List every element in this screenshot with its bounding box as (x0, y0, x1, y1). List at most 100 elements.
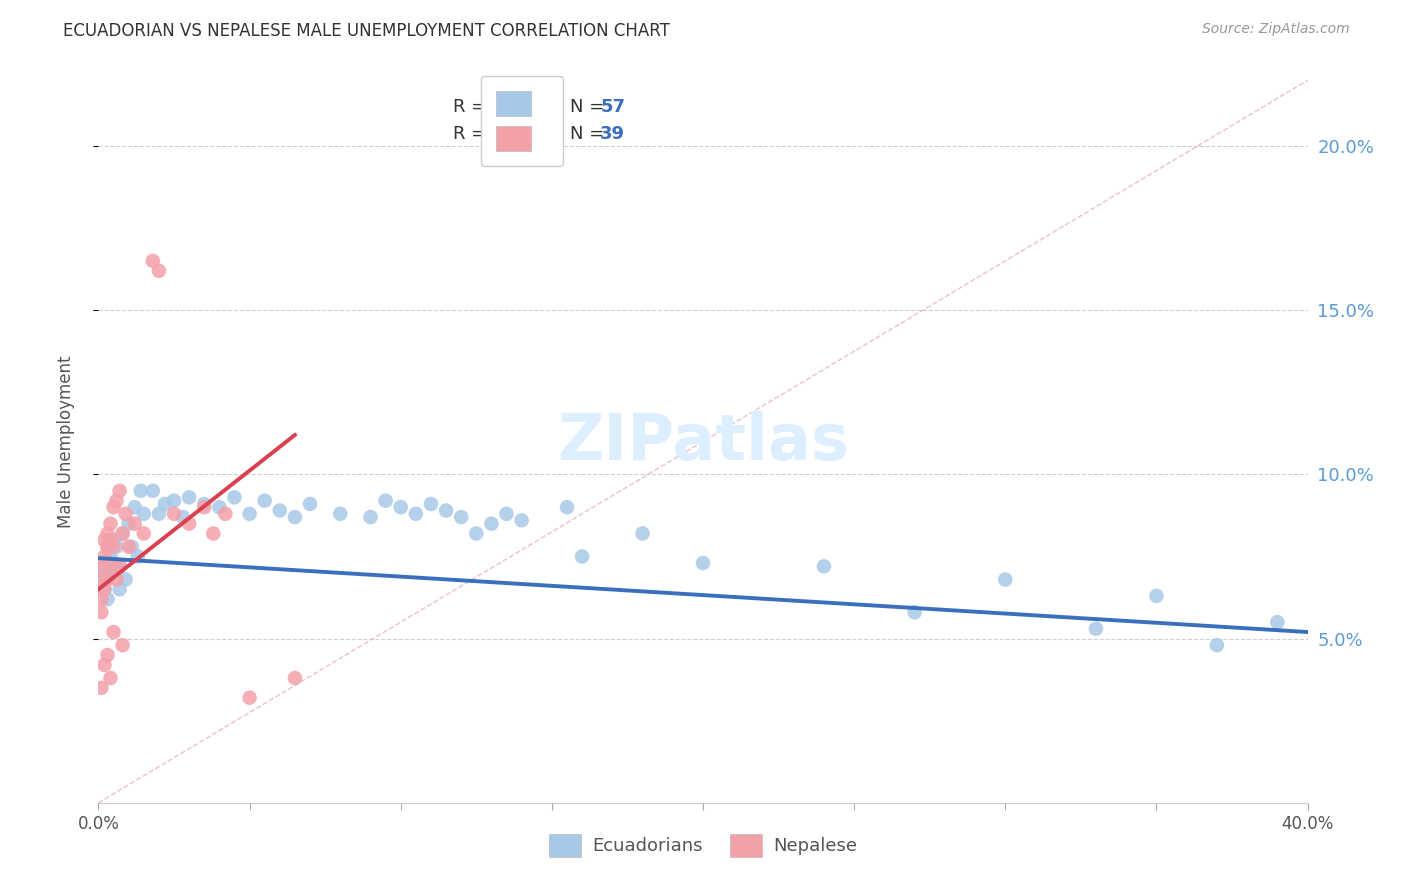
Point (121, 540, 143, 554)
Point (105, 573, 128, 587)
Legend: Ecuadorians, Nepalese: Ecuadorians, Nepalese (540, 825, 866, 866)
Point (132, 507, 155, 521)
Point (90, 573, 112, 587)
Point (90, 592, 112, 607)
Point (103, 533, 125, 547)
Point (450, 510, 472, 524)
Point (108, 483, 131, 498)
Point (142, 483, 165, 498)
Point (93, 533, 115, 547)
Point (93, 657, 115, 672)
Point (284, 671, 307, 685)
Point (555, 500, 578, 515)
Point (179, 491, 201, 505)
Point (481, 516, 503, 531)
Text: -0.228: -0.228 (494, 98, 558, 116)
Point (284, 510, 307, 524)
Point (108, 559, 131, 574)
Point (118, 516, 141, 531)
Point (1144, 589, 1167, 603)
Text: R =: R = (453, 126, 492, 144)
Point (100, 516, 122, 531)
Point (96, 540, 118, 554)
Point (631, 526, 654, 541)
Point (253, 493, 276, 508)
Text: R =: R = (453, 98, 492, 116)
Point (111, 526, 134, 541)
Point (100, 671, 122, 685)
Point (93, 549, 115, 564)
Point (114, 573, 136, 587)
Point (495, 507, 517, 521)
Point (510, 513, 533, 527)
Point (90, 681, 112, 695)
Point (163, 507, 186, 521)
Point (360, 510, 382, 524)
Point (269, 503, 291, 517)
Text: 39: 39 (600, 126, 626, 144)
Point (111, 638, 134, 652)
Text: Source: ZipAtlas.com: Source: ZipAtlas.com (1202, 22, 1350, 37)
Point (571, 549, 593, 564)
Point (100, 566, 122, 580)
Text: N =: N = (569, 98, 610, 116)
Text: 0.321: 0.321 (494, 126, 551, 144)
Point (114, 507, 136, 521)
Point (148, 507, 170, 521)
Point (1267, 615, 1289, 630)
Point (103, 625, 125, 640)
Point (93, 582, 115, 597)
Point (692, 556, 714, 570)
Point (108, 559, 131, 574)
Point (103, 540, 125, 554)
Point (100, 533, 122, 547)
Point (129, 483, 152, 498)
Point (96, 648, 118, 662)
Point (124, 500, 146, 515)
Point (105, 540, 128, 554)
Point (172, 510, 194, 524)
Point (994, 573, 1017, 587)
Point (179, 516, 201, 531)
Point (127, 549, 149, 564)
Point (103, 556, 125, 570)
Point (103, 500, 125, 515)
Point (1085, 622, 1108, 636)
Point (193, 500, 215, 515)
Point (405, 507, 427, 521)
Text: 57: 57 (600, 98, 626, 116)
Point (299, 497, 322, 511)
Point (100, 549, 122, 564)
Point (420, 497, 443, 511)
Point (904, 605, 927, 619)
Point (389, 500, 412, 515)
Point (90, 605, 112, 619)
Point (142, 253, 165, 268)
Point (96, 526, 118, 541)
Point (96, 540, 118, 554)
Point (214, 507, 236, 521)
Point (813, 559, 835, 574)
Point (93, 559, 115, 574)
Point (434, 503, 457, 517)
Point (224, 491, 246, 505)
Point (239, 690, 262, 705)
Point (100, 559, 122, 574)
Text: N =: N = (569, 126, 610, 144)
Point (105, 493, 128, 508)
Point (90, 573, 112, 587)
Point (208, 500, 231, 515)
Point (329, 507, 352, 521)
Point (193, 497, 215, 511)
Point (153, 497, 176, 511)
Point (465, 526, 488, 541)
Point (202, 526, 225, 541)
Text: ZIPatlas: ZIPatlas (557, 410, 849, 473)
Point (108, 582, 131, 597)
Point (163, 493, 186, 508)
Point (132, 526, 155, 541)
Point (111, 526, 134, 541)
Point (90, 559, 112, 574)
Point (96, 592, 118, 607)
Point (93, 582, 115, 597)
